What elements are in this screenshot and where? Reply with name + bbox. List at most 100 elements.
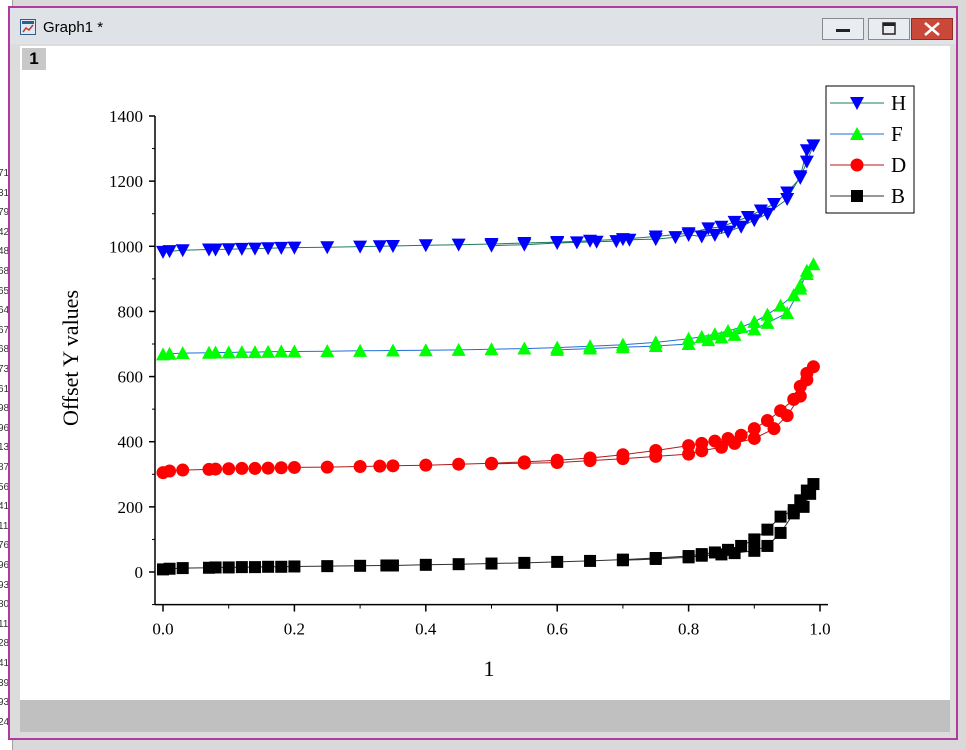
- data-point-b: [419, 558, 432, 571]
- data-point-b: [321, 560, 334, 573]
- data-point-h: [727, 215, 742, 229]
- data-point-b: [774, 510, 787, 523]
- strip-number: 11: [0, 618, 9, 630]
- data-point-f: [701, 333, 716, 347]
- plot-area[interactable]: [20, 46, 950, 700]
- data-point-b: [518, 556, 531, 569]
- data-point-h: [234, 242, 249, 256]
- data-point-b: [774, 526, 787, 539]
- data-point-d: [419, 458, 433, 472]
- data-point-h: [372, 240, 387, 254]
- x-tick-label: 0.6: [547, 620, 568, 639]
- x-tick-label: 0.4: [415, 620, 437, 639]
- data-point-f: [247, 345, 262, 359]
- data-point-f: [162, 346, 177, 360]
- data-point-d: [695, 444, 709, 458]
- data-point-d: [780, 409, 794, 423]
- y-axis-label: Offset Y values: [58, 290, 83, 426]
- data-point-h: [589, 235, 604, 249]
- data-point-f: [583, 341, 598, 355]
- data-point-f: [353, 343, 368, 357]
- data-point-h: [760, 207, 775, 221]
- strip-number: 71: [0, 168, 10, 179]
- data-point-h: [681, 228, 696, 242]
- data-point-b: [551, 555, 564, 568]
- data-point-d: [261, 461, 275, 475]
- legend-label-f: F: [891, 122, 903, 146]
- data-point-h: [707, 228, 722, 242]
- data-point-f: [274, 344, 289, 358]
- data-point-b: [248, 561, 261, 574]
- data-point-d: [550, 456, 564, 470]
- title-bar[interactable]: Graph1 *: [10, 8, 956, 44]
- data-point-h: [622, 233, 637, 247]
- data-point-h: [747, 214, 762, 228]
- data-point-h: [484, 239, 499, 253]
- data-point-f: [786, 288, 801, 302]
- data-point-d: [287, 460, 301, 474]
- close-button[interactable]: [911, 18, 953, 40]
- data-point-f: [714, 330, 729, 344]
- strip-number: 79: [0, 207, 10, 219]
- layer-badge[interactable]: 1: [22, 48, 46, 70]
- legend-marker-h: [850, 97, 864, 110]
- data-point-b: [222, 561, 235, 574]
- data-point-d: [176, 463, 190, 477]
- legend-marker-d: [850, 158, 864, 172]
- legend-marker-b: [851, 190, 863, 202]
- maximize-icon: [882, 22, 896, 35]
- data-point-f: [287, 344, 302, 358]
- y-tick-label: 600: [118, 368, 144, 387]
- legend-label-b: B: [891, 184, 905, 208]
- data-point-d: [800, 373, 814, 387]
- data-point-b: [584, 554, 597, 567]
- data-point-b: [485, 557, 498, 570]
- data-point-b: [761, 539, 774, 552]
- data-point-d: [747, 431, 761, 445]
- data-point-h: [780, 186, 795, 200]
- legend-marker-f: [850, 127, 864, 140]
- data-point-d: [728, 436, 742, 450]
- data-point-h: [767, 197, 782, 211]
- data-point-h: [569, 236, 584, 250]
- data-point-h: [799, 144, 814, 158]
- strip-number: 42: [0, 226, 10, 238]
- data-point-h: [694, 230, 709, 244]
- maximize-button[interactable]: [868, 18, 910, 40]
- data-point-f: [175, 346, 190, 360]
- data-point-b: [761, 523, 774, 536]
- strip-number: 31: [0, 187, 10, 199]
- strip-number: 96: [0, 560, 10, 571]
- data-point-b: [804, 487, 817, 500]
- data-point-f: [234, 345, 249, 359]
- strip-number: 13: [0, 442, 10, 454]
- strip-number: 24: [0, 716, 10, 728]
- data-point-d: [248, 461, 262, 475]
- data-point-f: [451, 342, 466, 356]
- data-point-b: [748, 533, 761, 546]
- data-point-h: [793, 170, 808, 184]
- data-point-h: [517, 238, 532, 252]
- data-point-b: [452, 558, 465, 571]
- data-point-h: [714, 220, 729, 234]
- data-point-d: [649, 449, 663, 463]
- x-tick-label: 1.0: [809, 620, 830, 639]
- data-point-h: [353, 240, 368, 254]
- strip-number: 61: [0, 383, 10, 395]
- y-tick-label: 1400: [109, 107, 143, 126]
- data-point-f: [799, 263, 814, 277]
- y-tick-label: 1000: [109, 237, 143, 256]
- strip-number: 96: [0, 422, 10, 434]
- data-point-b: [163, 562, 176, 575]
- minimize-button[interactable]: [822, 18, 864, 40]
- data-point-f: [773, 298, 788, 312]
- data-point-h: [274, 241, 289, 255]
- data-point-f: [793, 281, 808, 295]
- data-point-d: [682, 447, 696, 461]
- data-point-b: [616, 554, 629, 567]
- data-point-b: [728, 547, 741, 560]
- strip-number: 56: [0, 481, 10, 493]
- data-point-f: [806, 257, 821, 271]
- data-point-d: [806, 360, 820, 374]
- strip-number: 64: [0, 305, 10, 317]
